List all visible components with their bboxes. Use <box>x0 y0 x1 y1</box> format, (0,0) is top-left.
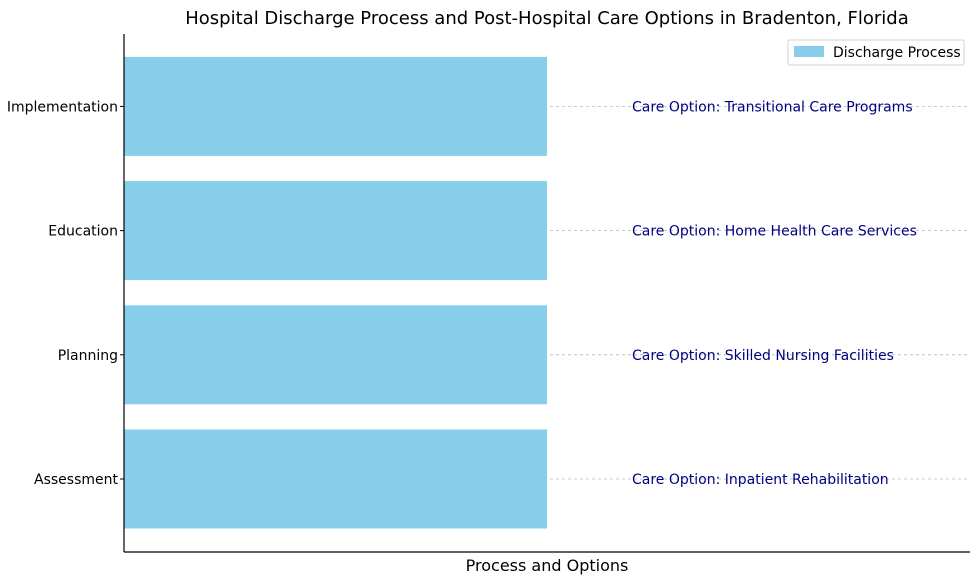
bar-education <box>124 181 547 281</box>
y-tick-label-assessment: Assessment <box>34 472 118 488</box>
legend-swatch <box>794 46 824 57</box>
bar-implementation <box>124 56 547 156</box>
grid-layer <box>124 106 970 480</box>
bars-layer <box>124 56 547 529</box>
care-option-annotation-education: Care Option: Home Health Care Services <box>632 224 917 240</box>
legend-frame <box>787 39 965 66</box>
bar-assessment <box>124 429 547 529</box>
care-option-annotation-assessment: Care Option: Inpatient Rehabilitation <box>632 472 889 488</box>
legend-label: Discharge Process <box>833 45 961 61</box>
y-tick-label-implementation: Implementation <box>7 99 118 115</box>
annotations-layer: Care Option: Inpatient Rehabilitation Car… <box>632 99 917 488</box>
x-axis-label: Process and Options <box>466 556 629 575</box>
legend: Discharge Process <box>787 39 965 66</box>
y-tick-label-planning: Planning <box>58 348 118 364</box>
care-option-annotation-planning: Care Option: Skilled Nursing Facilities <box>632 348 894 364</box>
bar-planning <box>124 305 547 405</box>
y-tick-label-education: Education <box>48 224 118 240</box>
chart-title: Hospital Discharge Process and Post-Hosp… <box>185 8 909 29</box>
y-tick-layer: Assessment Planning Education Implementatio… <box>7 99 124 488</box>
care-option-annotation-implementation: Care Option: Transitional Care Programs <box>632 99 913 115</box>
